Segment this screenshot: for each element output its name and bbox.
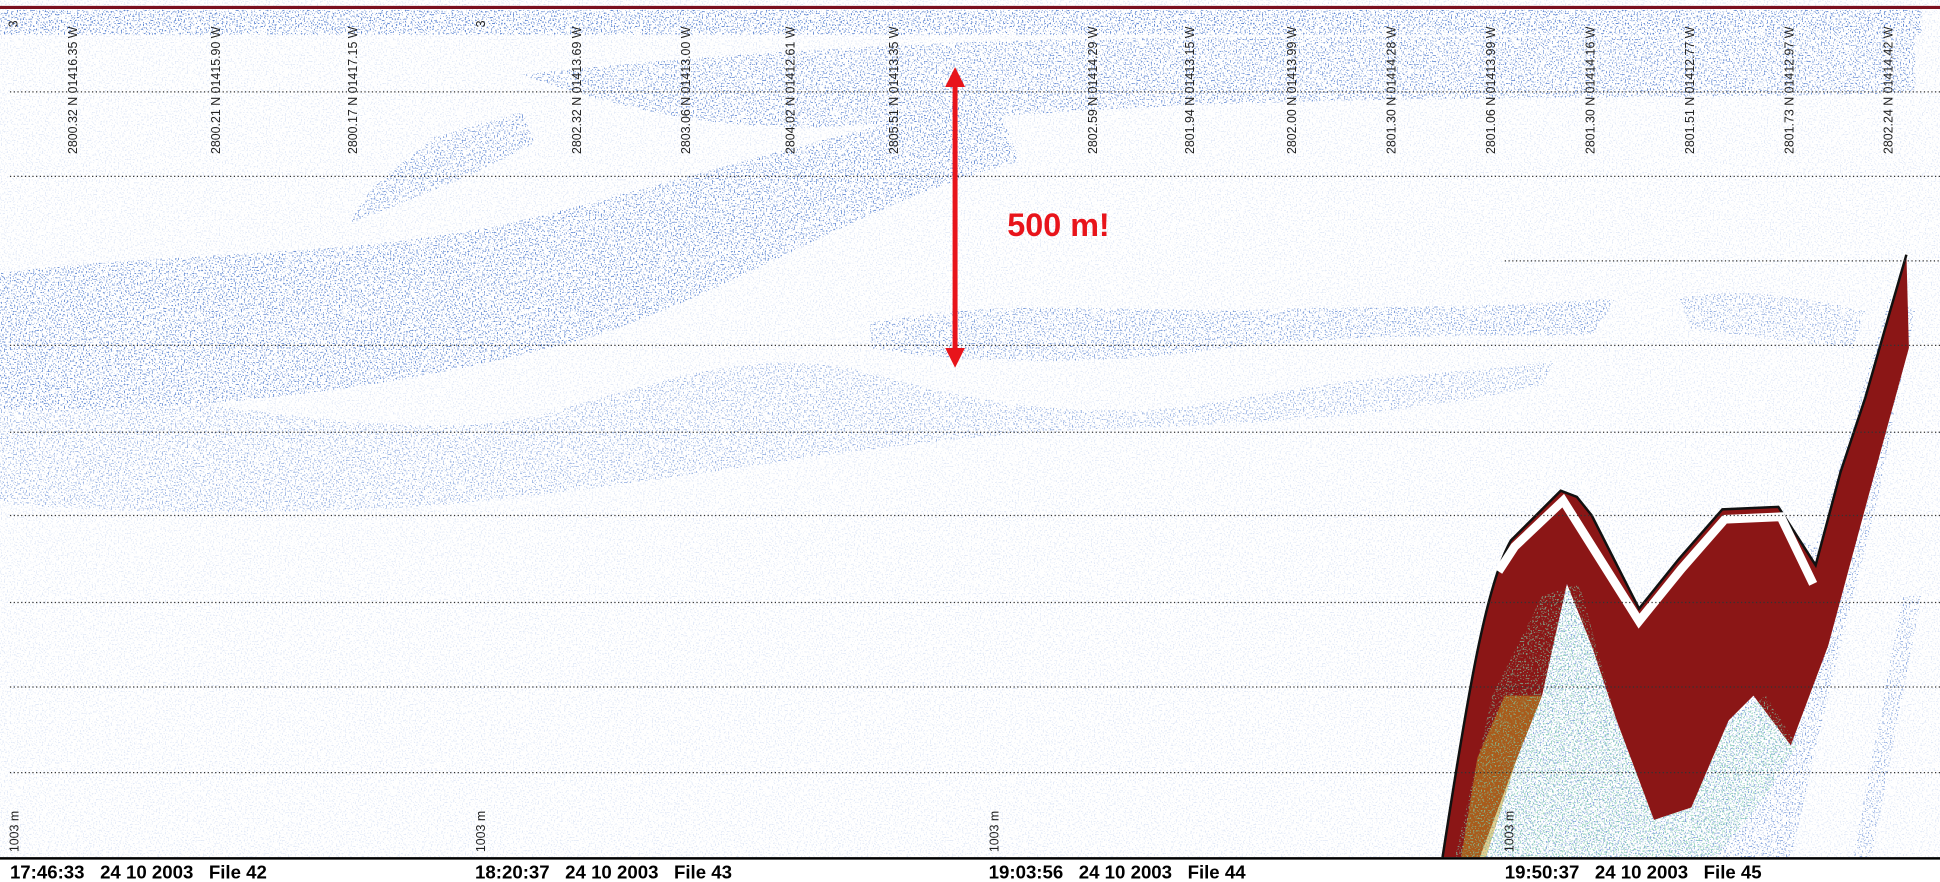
position-label: 2804.02 N 01412.61 W — [784, 26, 798, 154]
depth-grid — [9, 91, 1940, 774]
position-label: 2801.73 N 01412.97 W — [1782, 26, 1796, 154]
depth-label: 1003 m — [1502, 811, 1516, 852]
position-label: 2800.17 N 01417.15 W — [346, 26, 360, 154]
position-label: 2802.24 N 01414.42 W — [1882, 26, 1896, 154]
position-label: 2801.30 N 01414.16 W — [1583, 26, 1597, 154]
position-label: 2803.06 N 01413.00 W — [679, 26, 693, 154]
position-label: 2801.51 N 01412.77 W — [1683, 26, 1697, 154]
position-label: 2802.59 N 01414.29 W — [1086, 26, 1100, 154]
position-label: 2800.32 N 01416.35 W — [66, 26, 80, 154]
depth-label: 1003 m — [8, 811, 22, 852]
position-label: 2802.32 N 01413.69 W — [570, 26, 584, 154]
top-label: 3 — [474, 20, 488, 27]
position-label: 2805.51 N 01413.35 W — [887, 26, 901, 154]
depth-label: 1003 m — [474, 811, 488, 852]
position-labels: 2800.32 N 01416.35 W 2800.21 N 01415.90 W… — [66, 26, 1896, 154]
file-timestamp: 19:03:56 24 10 2003 File 44 — [989, 861, 1247, 882]
depth-label: 1003 m — [988, 811, 1002, 852]
file-timestamp: 18:20:37 24 10 2003 File 43 — [475, 861, 732, 882]
seabed-fringe — [1455, 583, 1797, 858]
position-label: 2801.94 N 01413.15 W — [1183, 26, 1197, 154]
file-timestamp: 19:50:37 24 10 2003 File 45 — [1505, 861, 1762, 882]
annotation: 500 m! — [1007, 207, 1109, 243]
position-label: 2801.06 N 01413.99 W — [1484, 26, 1498, 154]
file-timestamp: 17:46:33 24 10 2003 File 42 — [10, 861, 267, 882]
position-label: 2802.00 N 01413.99 W — [1285, 26, 1299, 154]
top-label: 3 — [6, 20, 20, 27]
position-label: 2801.30 N 01414.28 W — [1384, 26, 1398, 154]
position-label: 2800.21 N 01415.90 W — [209, 26, 223, 154]
